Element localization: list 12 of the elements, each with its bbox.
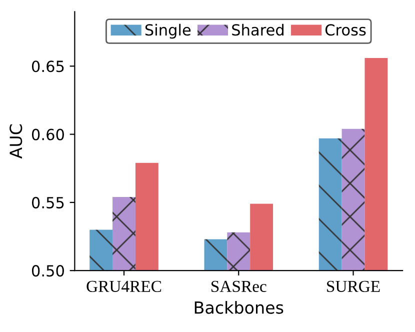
y-tick-label: 0.50: [32, 265, 64, 277]
legend-label: Single: [145, 24, 191, 39]
y-tick-label: 0.65: [32, 60, 64, 72]
x-tick-label: SASRec: [211, 280, 266, 292]
x-tick-label: SURGE: [327, 280, 380, 292]
x-tick-label: GRU4REC: [86, 280, 162, 292]
legend-label: Cross: [325, 24, 366, 36]
x-axis-title: Backbones: [194, 300, 284, 314]
y-tick-label: 0.55: [32, 196, 64, 208]
legend-label: Shared: [232, 24, 284, 36]
y-axis-title: AUC: [10, 124, 22, 159]
y-tick-label: 0.60: [32, 128, 64, 140]
